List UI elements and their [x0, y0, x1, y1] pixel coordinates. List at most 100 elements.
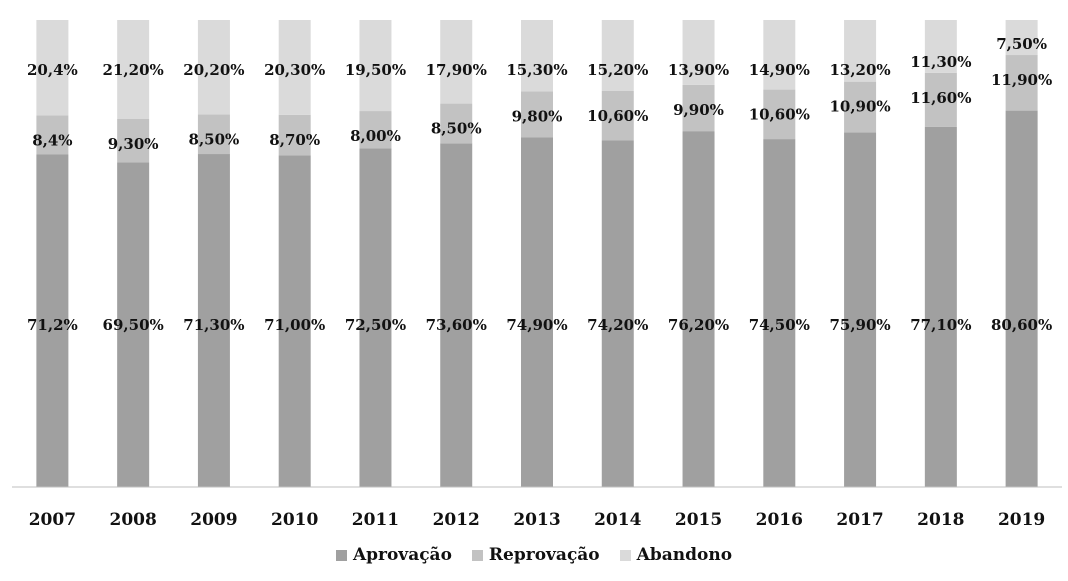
legend-swatch	[335, 549, 347, 561]
data-label-reprovação-2008: 9,30%	[108, 135, 159, 153]
bar-abandono-2012	[440, 20, 473, 104]
x-tick-label-2014: 2014	[594, 510, 641, 530]
bar-aprovação-2007	[36, 154, 69, 487]
data-label-aprovação-2014: 74,20%	[587, 316, 648, 334]
data-labels-group: 71,2% 8,4% 20,4% 69,50% 9,30% 21,20% 71,30% 8,5…	[27, 35, 1052, 334]
data-label-abandono-2018: 11,30%	[910, 53, 971, 71]
data-label-reprovação-2007: 8,4%	[32, 131, 72, 149]
data-label-reprovação-2017: 10,90%	[829, 98, 890, 116]
bar-reprovação-2007	[36, 115, 69, 155]
x-tick-label-2017: 2017	[836, 510, 883, 530]
bar-aprovação-2010	[278, 155, 311, 487]
x-tick-label-2016: 2016	[756, 510, 803, 530]
bar-reprovação-2016	[763, 89, 796, 140]
data-label-abandono-2010: 20,30%	[264, 61, 325, 79]
bar-aprovação-2018	[924, 126, 957, 488]
bar-reprovação-2013	[521, 91, 553, 138]
data-label-reprovação-2009: 8,50%	[189, 130, 240, 148]
data-label-aprovação-2007: 71,2%	[27, 316, 78, 334]
bar-abandono-2011	[359, 20, 392, 112]
data-label-reprovação-2010: 8,70%	[269, 131, 320, 149]
data-label-reprovação-2018: 11,60%	[910, 89, 971, 107]
data-label-abandono-2014: 15,20%	[587, 61, 648, 79]
x-tick-label-2018: 2018	[917, 510, 964, 530]
bar-aprovação-2013	[521, 137, 553, 488]
data-label-abandono-2019: 7,50%	[996, 35, 1047, 53]
data-label-abandono-2009: 20,20%	[183, 61, 244, 79]
bars-group	[36, 20, 1038, 488]
data-label-reprovação-2011: 8,00%	[350, 127, 401, 145]
bar-aprovação-2011	[359, 148, 392, 488]
bar-abandono-2009	[197, 20, 230, 115]
data-label-reprovação-2014: 10,60%	[587, 107, 648, 125]
bar-aprovação-2014	[601, 140, 634, 487]
data-label-abandono-2013: 15,30%	[506, 61, 567, 79]
data-label-abandono-2017: 13,20%	[829, 61, 890, 79]
data-label-aprovação-2012: 73,60%	[426, 316, 487, 334]
bar-abandono-2008	[117, 20, 150, 120]
data-label-reprovação-2012: 8,50%	[431, 120, 482, 138]
bar-abandono-2019	[1005, 20, 1038, 56]
x-tick-labels-group: 2007 2008 2009 2010 2011 2012 2013 2014 2015 2016…	[29, 510, 1046, 530]
data-label-reprovação-2019: 11,90%	[991, 71, 1052, 89]
bar-abandono-2013	[521, 20, 553, 92]
bar-abandono-2007	[36, 20, 69, 116]
legend: Aprovação Reprovação Abandono	[0, 545, 1068, 565]
data-label-abandono-2012: 17,90%	[426, 61, 487, 79]
x-tick-label-2015: 2015	[675, 510, 722, 530]
data-label-abandono-2016: 14,90%	[749, 61, 810, 79]
stacked-bar-chart: 71,2% 8,4% 20,4% 69,50% 9,30% 21,20% 71,30% 8,5…	[12, 20, 1062, 530]
data-label-abandono-2015: 13,90%	[668, 61, 729, 79]
bar-aprovação-2019	[1005, 110, 1038, 488]
data-label-aprovação-2015: 76,20%	[668, 316, 729, 334]
bar-reprovação-2018	[924, 72, 957, 127]
legend-label: Reprovação	[488, 545, 600, 565]
data-label-aprovação-2013: 74,90%	[506, 316, 567, 334]
bar-reprovação-2009	[197, 114, 230, 155]
bar-reprovação-2017	[844, 81, 877, 133]
bar-reprovação-2008	[117, 119, 150, 163]
x-tick-label-2019: 2019	[998, 510, 1045, 530]
legend-label: Aprovação	[352, 545, 452, 565]
bar-aprovação-2017	[844, 132, 877, 487]
data-label-aprovação-2016: 74,50%	[749, 316, 810, 334]
bar-aprovação-2015	[682, 131, 715, 487]
data-label-aprovação-2018: 77,10%	[910, 316, 971, 334]
bar-abandono-2016	[763, 20, 796, 90]
x-tick-label-2013: 2013	[513, 510, 560, 530]
data-label-abandono-2008: 21,20%	[103, 61, 164, 79]
x-tick-label-2008: 2008	[109, 510, 156, 530]
data-label-abandono-2007: 20,4%	[27, 61, 78, 79]
legend-swatch	[471, 549, 483, 561]
bar-abandono-2015	[682, 20, 715, 85]
bar-abandono-2014	[601, 20, 634, 91]
x-tick-label-2007: 2007	[29, 510, 76, 530]
data-label-aprovação-2011: 72,50%	[345, 316, 406, 334]
bar-aprovação-2009	[197, 154, 230, 488]
legend-item-aprovação: Aprovação	[335, 545, 452, 565]
x-tick-label-2011: 2011	[352, 510, 399, 530]
bar-aprovação-2012	[440, 143, 473, 487]
data-label-aprovação-2019: 80,60%	[991, 316, 1052, 334]
bar-reprovação-2015	[682, 84, 715, 132]
data-label-aprovação-2009: 71,30%	[183, 316, 244, 334]
legend-item-reprovação: Reprovação	[471, 545, 600, 565]
data-label-abandono-2011: 19,50%	[345, 61, 406, 79]
bar-reprovação-2011	[359, 111, 392, 149]
bar-reprovação-2010	[278, 114, 311, 156]
x-tick-label-2012: 2012	[433, 510, 480, 530]
bar-aprovação-2016	[763, 139, 796, 487]
bar-reprovação-2012	[440, 103, 473, 144]
data-label-aprovação-2008: 69,50%	[103, 316, 164, 334]
bar-abandono-2017	[844, 20, 877, 82]
data-label-aprovação-2010: 71,00%	[264, 316, 325, 334]
data-label-reprovação-2013: 9,80%	[512, 107, 563, 125]
legend-swatch	[619, 549, 631, 561]
data-label-reprovação-2016: 10,60%	[749, 106, 810, 124]
bar-abandono-2018	[924, 20, 957, 73]
bar-aprovação-2008	[117, 162, 150, 487]
bar-reprovação-2019	[1005, 55, 1038, 111]
data-label-reprovação-2015: 9,90%	[673, 101, 724, 119]
data-label-aprovação-2017: 75,90%	[829, 316, 890, 334]
bar-reprovação-2014	[601, 90, 634, 141]
